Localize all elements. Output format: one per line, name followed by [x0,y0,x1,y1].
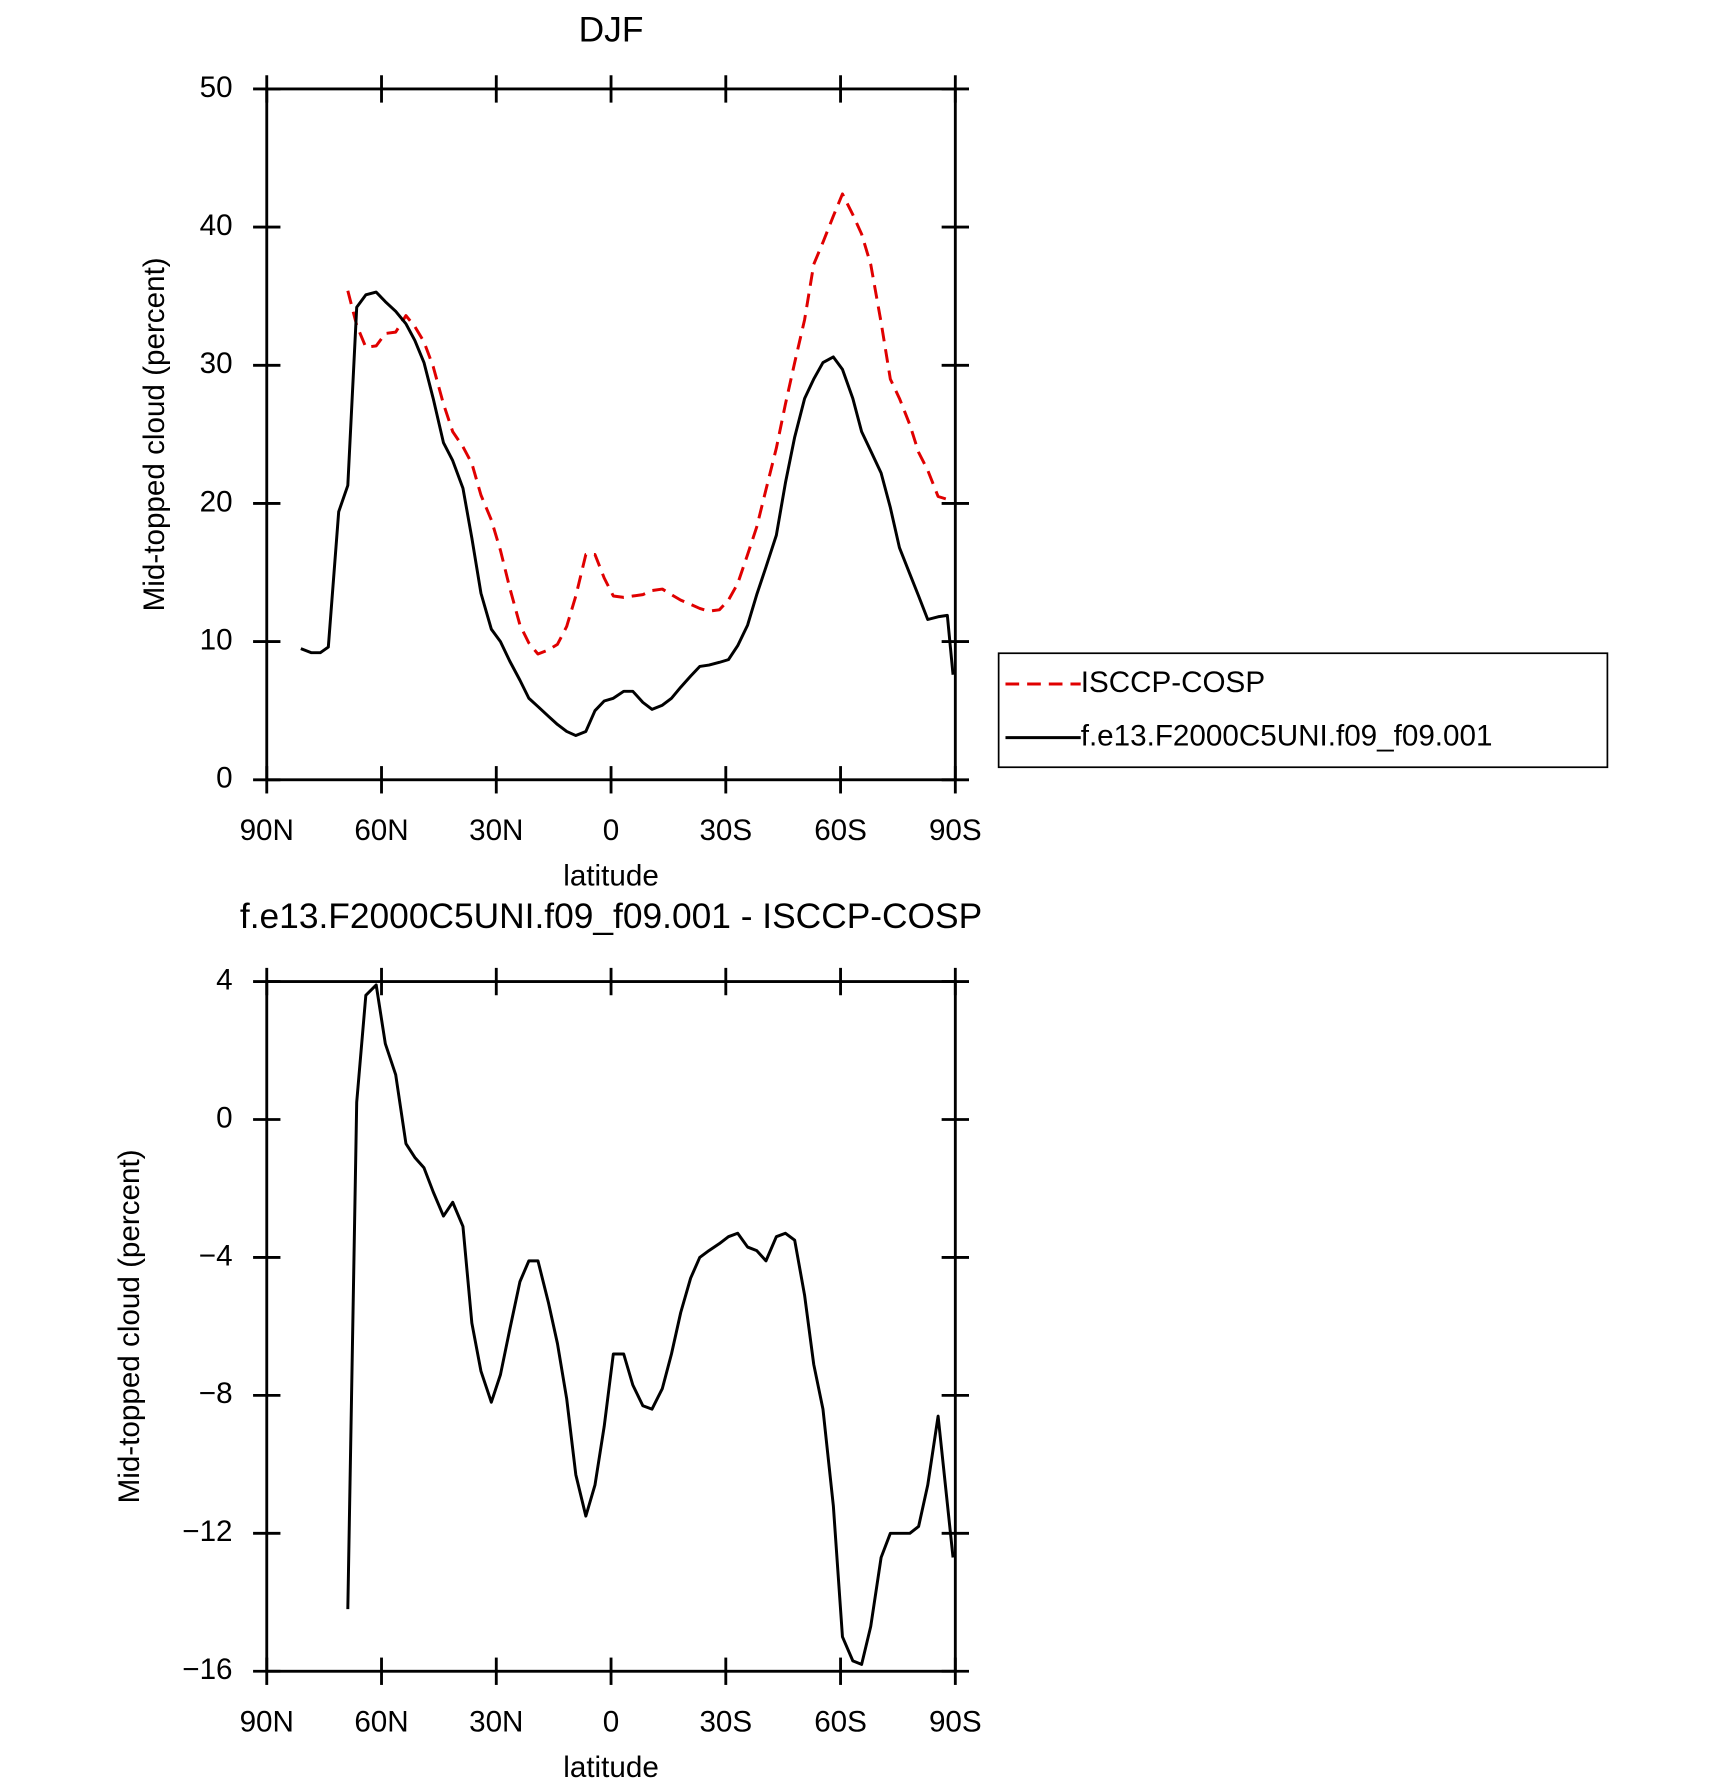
data-line [300,290,955,738]
y-tick-label: −4 [199,1239,233,1272]
x-tick-label: 60S [814,1706,867,1739]
data-line [346,983,955,1666]
x-axis-label: latitude [563,860,659,893]
y-tick-label: 20 [200,485,233,518]
x-tick-label: 90S [929,814,982,847]
y-tick-label: 50 [200,71,233,104]
y-tick-label: 4 [216,963,232,996]
y-tick-label: −16 [182,1653,232,1686]
chart-title: DJF [579,10,644,49]
x-tick-label: 90S [929,1706,982,1739]
y-tick-label: 40 [200,209,233,242]
x-tick-label: 30S [699,814,752,847]
x-tick-label: 90N [240,814,294,847]
y-tick-label: −12 [182,1515,232,1548]
y-tick-label: 30 [200,347,233,380]
x-tick-label: 30N [469,814,523,847]
x-tick-label: 30N [469,1706,523,1739]
chart-title: f.e13.F2000C5UNI.f09_f09.001 - ISCCP-COS… [240,897,982,936]
plot-frame [265,980,957,1673]
y-axis-label: Mid-topped cloud (percent) [113,1149,146,1503]
plot-frame [265,87,957,782]
x-tick-label: 60N [354,1706,408,1739]
x-tick-label: 0 [603,814,619,847]
x-tick-label: 60N [354,814,408,847]
y-tick-label: 0 [216,1101,232,1134]
x-tick-label: 30S [699,1706,752,1739]
legend-label: f.e13.F2000C5UNI.f09_f09.001 [1081,719,1493,752]
y-tick-label: −8 [199,1377,233,1410]
x-tick-label: 60S [814,814,867,847]
legend-box [997,652,1609,769]
x-tick-label: 0 [603,1706,619,1739]
y-tick-label: 0 [216,762,232,795]
x-tick-label: 90N [240,1706,294,1739]
y-tick-label: 10 [200,623,233,656]
y-axis-label: Mid-topped cloud (percent) [138,257,171,611]
x-axis-label: latitude [563,1751,659,1783]
legend-label: ISCCP-COSP [1081,666,1265,699]
